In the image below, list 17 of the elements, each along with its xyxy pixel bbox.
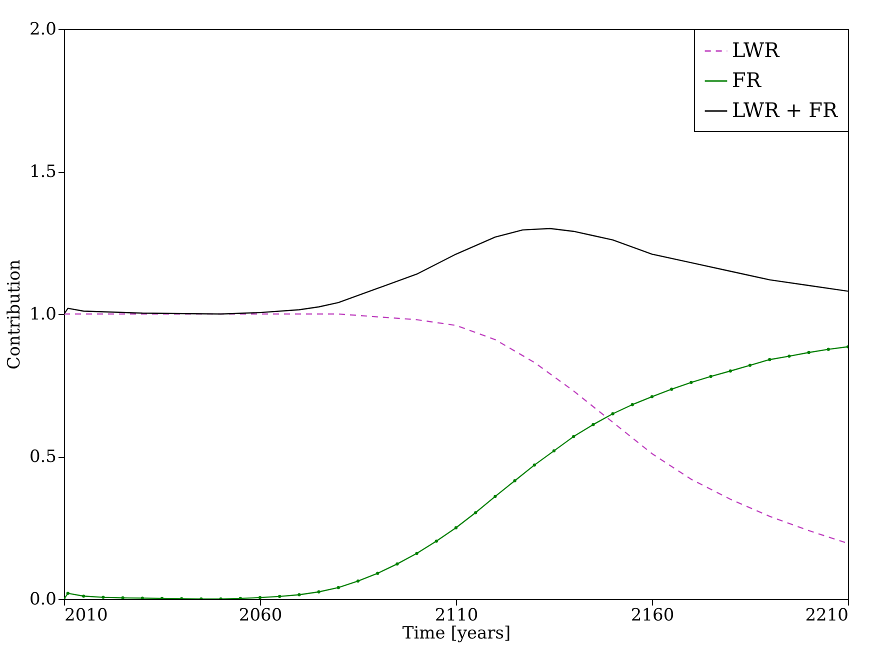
line-series xyxy=(64,345,848,599)
y-tick-label: 0.5 xyxy=(29,447,56,467)
y-axis-title: Contribution xyxy=(4,260,24,370)
legend-label: FR xyxy=(732,68,762,92)
x-tick-label: 2110 xyxy=(434,606,478,626)
x-tick-label: 2010 xyxy=(64,606,108,626)
y-tick-label: 2.0 xyxy=(29,20,56,40)
y-tick-label: 1.0 xyxy=(29,304,56,324)
legend-label: LWR xyxy=(732,38,780,62)
x-tick-label: 2210 xyxy=(805,606,848,626)
line-series xyxy=(64,313,848,544)
y-tick-label: 1.5 xyxy=(29,162,56,182)
x-axis-title: Time [years] xyxy=(402,624,511,644)
legend-label: LWR + FR xyxy=(732,98,839,122)
x-tick-label: 2160 xyxy=(630,606,674,626)
x-tick-label: 2060 xyxy=(238,606,282,626)
y-tick-label: 0.0 xyxy=(29,590,56,610)
